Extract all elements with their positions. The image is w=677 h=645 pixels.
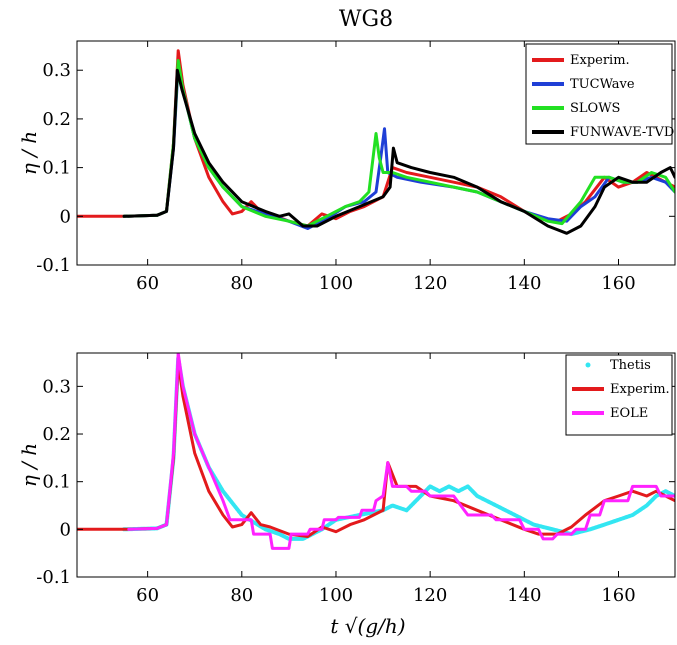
series-experim--line — [77, 361, 675, 538]
x-tick-label: 120 — [413, 585, 447, 606]
x-tick-label: 160 — [601, 273, 635, 294]
x-tick-label: 120 — [413, 273, 447, 294]
y-tick-label: -0.1 — [36, 255, 71, 276]
legend-label-tucwave: TUCWave — [570, 77, 635, 92]
x-tick-label: 80 — [230, 585, 253, 606]
chart-title: WG8 — [339, 7, 393, 32]
legend-frame — [565, 354, 673, 436]
series-eole-line — [127, 353, 675, 550]
x-tick-label: 80 — [230, 273, 253, 294]
x-tick-label: 60 — [136, 273, 159, 294]
x-tick-label: 160 — [601, 585, 635, 606]
plot-area — [77, 353, 675, 550]
y-tick-label: 0.1 — [42, 472, 71, 493]
y-tick-label: 0.1 — [42, 158, 71, 179]
x-tick-label: 140 — [507, 273, 541, 294]
legend-label-slows: SLOWS — [570, 101, 620, 116]
y-axis-label: η / h — [17, 131, 41, 175]
y-axis-label: η / h — [17, 443, 41, 487]
plot-area — [77, 49, 675, 235]
x-tick-label: 100 — [319, 273, 353, 294]
y-tick-label: 0.3 — [42, 60, 71, 81]
legend-label-experim-: Experim. — [570, 53, 630, 68]
y-tick-label: 0 — [60, 206, 71, 227]
series-funwave-tvd-line — [122, 68, 675, 235]
legend-label-thetis: Thetis — [610, 358, 651, 373]
legend: Thetis Experim. EOLE — [565, 354, 673, 436]
legend-label-experim-: Experim. — [610, 382, 670, 397]
y-tick-label: 0.2 — [42, 109, 71, 130]
axes-frame — [76, 40, 676, 266]
chart-2: 60 80 100 120 140 160 -0.1 0 0.1 0.2 0.3 η / h t √(g… — [17, 352, 676, 638]
legend-label-funwave-tvd: FUNWAVE-TVD — [570, 125, 674, 140]
legend: Experim. TUCWave SLOWS FUNWAVE-TVD — [525, 43, 674, 145]
series-slows-line — [122, 59, 675, 228]
chart-1: 60 80 100 120 140 160 -0.1 0 0.1 0.2 0.3 WG8 η / h Ex… — [17, 7, 676, 294]
legend-swatch-thetis — [585, 362, 591, 368]
y-tick-label: 0 — [60, 519, 71, 540]
y-tick-label: 0.3 — [42, 376, 71, 397]
x-axis-label: t √(g/h) — [330, 614, 405, 638]
x-tick-label: 60 — [136, 585, 159, 606]
y-tick-label: 0.2 — [42, 424, 71, 445]
y-tick-label: -0.1 — [36, 567, 71, 588]
x-tick-label: 100 — [319, 585, 353, 606]
legend-label-eole: EOLE — [610, 406, 648, 421]
x-tick-label: 140 — [507, 585, 541, 606]
axes-frame — [76, 352, 676, 578]
